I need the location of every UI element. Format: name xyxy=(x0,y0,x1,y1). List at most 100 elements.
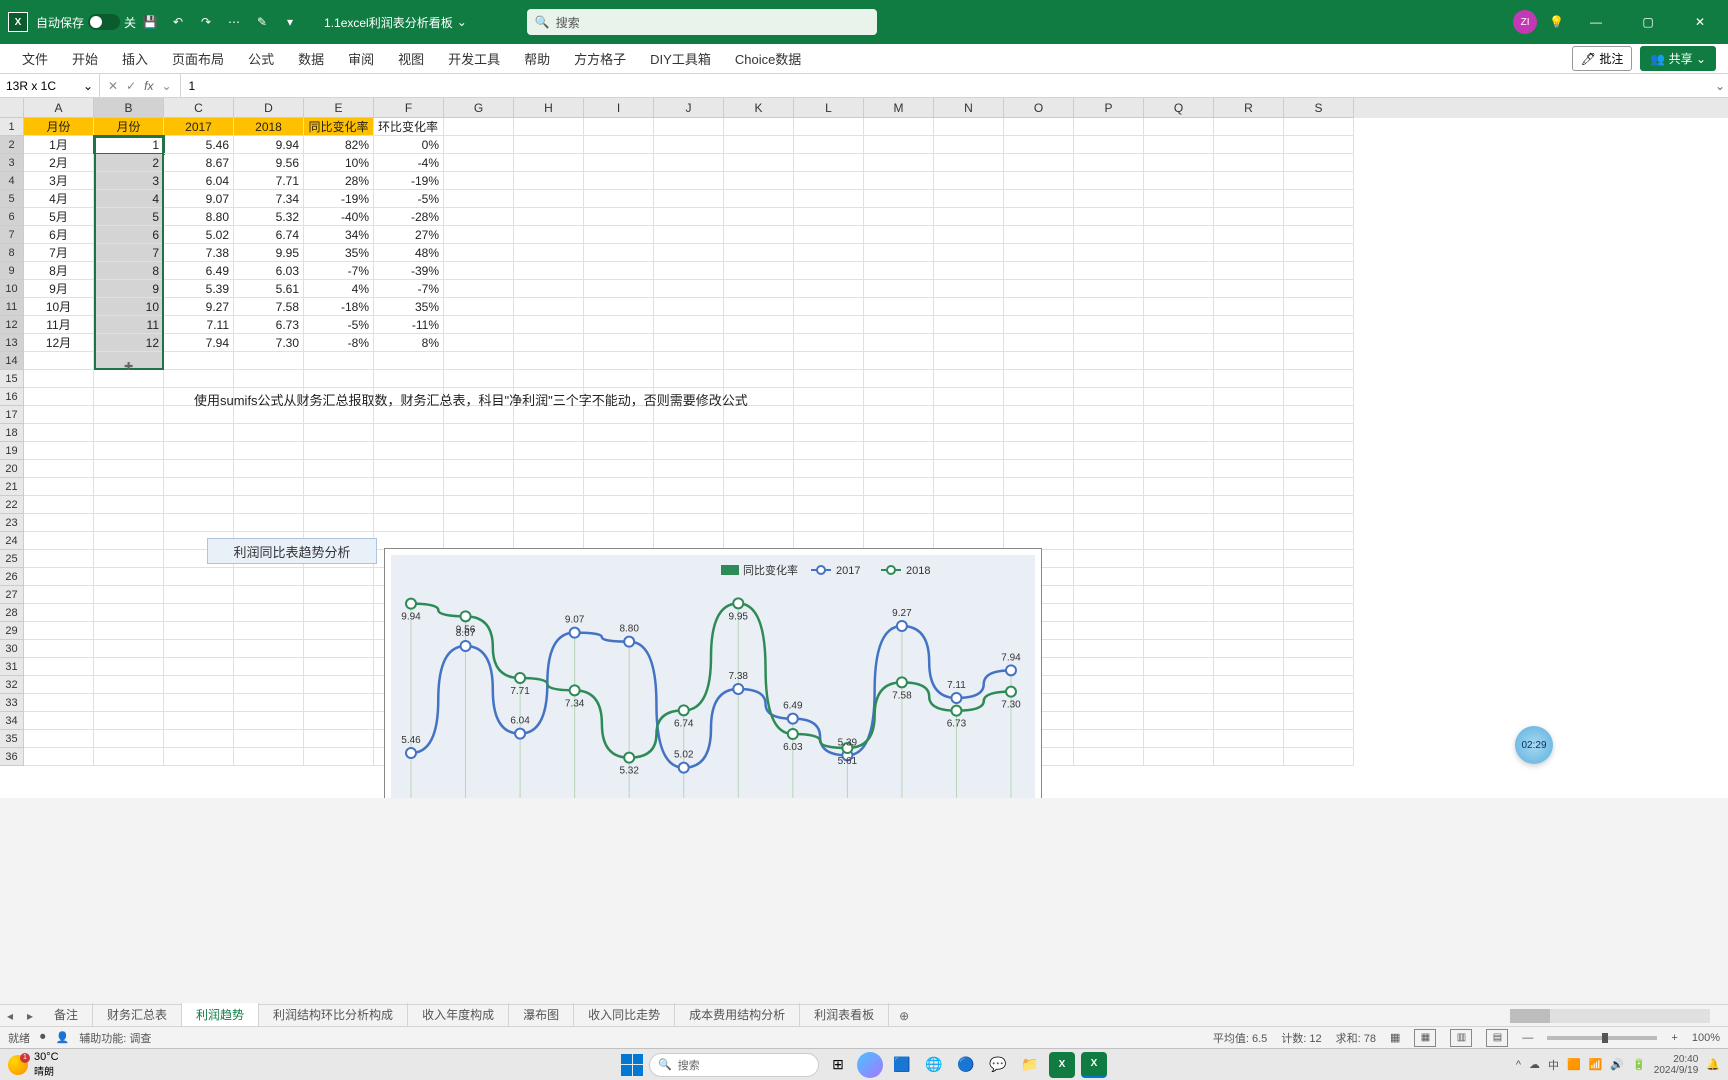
cell[interactable] xyxy=(164,622,234,640)
cell[interactable]: -40% xyxy=(304,208,374,226)
cell[interactable] xyxy=(1214,496,1284,514)
cell[interactable] xyxy=(94,604,164,622)
col-header-L[interactable]: L xyxy=(794,98,864,118)
cell[interactable] xyxy=(304,640,374,658)
cell[interactable] xyxy=(444,172,514,190)
cell[interactable] xyxy=(304,712,374,730)
cell[interactable] xyxy=(1074,352,1144,370)
cell[interactable]: 5.02 xyxy=(164,226,234,244)
cell[interactable] xyxy=(1074,604,1144,622)
ribbon-tab-数据[interactable]: 数据 xyxy=(288,45,334,72)
cell[interactable] xyxy=(724,118,794,136)
ribbon-tab-开始[interactable]: 开始 xyxy=(62,45,108,72)
cell[interactable] xyxy=(584,478,654,496)
cell[interactable] xyxy=(234,568,304,586)
cell[interactable] xyxy=(1004,136,1074,154)
row-header-7[interactable]: 7 xyxy=(0,226,24,244)
cell[interactable] xyxy=(794,226,864,244)
cell[interactable] xyxy=(1074,550,1144,568)
row-header-3[interactable]: 3 xyxy=(0,154,24,172)
ribbon-tab-审阅[interactable]: 审阅 xyxy=(338,45,384,72)
cell[interactable] xyxy=(864,334,934,352)
cell[interactable] xyxy=(1214,406,1284,424)
cell[interactable] xyxy=(24,514,94,532)
cell[interactable]: -5% xyxy=(304,316,374,334)
cell[interactable] xyxy=(24,370,94,388)
col-header-A[interactable]: A xyxy=(24,98,94,118)
cell[interactable] xyxy=(164,424,234,442)
cell[interactable] xyxy=(24,388,94,406)
cell[interactable] xyxy=(794,424,864,442)
cell[interactable] xyxy=(164,586,234,604)
ribbon-tab-插入[interactable]: 插入 xyxy=(112,45,158,72)
cell[interactable] xyxy=(1214,478,1284,496)
cell[interactable] xyxy=(1284,460,1354,478)
cell[interactable] xyxy=(654,496,724,514)
close-button[interactable]: ✕ xyxy=(1680,0,1720,44)
cell[interactable] xyxy=(584,298,654,316)
cell[interactable] xyxy=(24,748,94,766)
cell[interactable] xyxy=(794,298,864,316)
cell[interactable] xyxy=(934,514,1004,532)
cell[interactable] xyxy=(1074,172,1144,190)
cell[interactable] xyxy=(1144,550,1214,568)
copilot-icon[interactable] xyxy=(857,1052,883,1078)
cell[interactable]: 环比变化率 xyxy=(374,118,444,136)
cell[interactable]: 6.04 xyxy=(164,172,234,190)
chat-icon[interactable]: 💬 xyxy=(985,1052,1011,1078)
cell[interactable] xyxy=(584,496,654,514)
cell[interactable]: 9.95 xyxy=(234,244,304,262)
cell[interactable] xyxy=(1144,190,1214,208)
cell[interactable] xyxy=(444,118,514,136)
cell[interactable] xyxy=(724,352,794,370)
cell[interactable] xyxy=(1284,568,1354,586)
excel-taskbar-icon[interactable]: X xyxy=(1049,1052,1075,1078)
search-input[interactable]: 🔍 搜索 xyxy=(527,9,877,35)
app-tray-icon[interactable]: 🟧 xyxy=(1567,1058,1581,1071)
cell[interactable] xyxy=(24,694,94,712)
cell[interactable] xyxy=(654,154,724,172)
cell[interactable] xyxy=(304,658,374,676)
cell[interactable] xyxy=(864,190,934,208)
cell[interactable]: -39% xyxy=(374,262,444,280)
cell[interactable]: 2018 xyxy=(234,118,304,136)
cell[interactable] xyxy=(794,478,864,496)
row-header-23[interactable]: 23 xyxy=(0,514,24,532)
row-headers[interactable]: 1234567891011121314151617181920212223242… xyxy=(0,118,24,766)
cell[interactable] xyxy=(234,370,304,388)
col-header-C[interactable]: C xyxy=(164,98,234,118)
cell[interactable]: 28% xyxy=(304,172,374,190)
cell[interactable] xyxy=(584,118,654,136)
cell[interactable] xyxy=(1284,748,1354,766)
cell[interactable]: 10% xyxy=(304,154,374,172)
cell[interactable] xyxy=(1284,514,1354,532)
cell[interactable] xyxy=(444,208,514,226)
cell[interactable] xyxy=(24,712,94,730)
cell[interactable] xyxy=(1284,172,1354,190)
cell[interactable] xyxy=(584,262,654,280)
cell[interactable] xyxy=(1004,442,1074,460)
cell[interactable]: 11月 xyxy=(24,316,94,334)
cell[interactable] xyxy=(94,406,164,424)
cell[interactable] xyxy=(514,478,584,496)
cell[interactable] xyxy=(1144,388,1214,406)
cell[interactable] xyxy=(1284,658,1354,676)
battery-icon[interactable]: 🔋 xyxy=(1632,1058,1646,1071)
user-avatar[interactable]: ZI xyxy=(1513,10,1537,34)
cell[interactable]: 4 xyxy=(94,190,164,208)
cell[interactable] xyxy=(94,658,164,676)
cell[interactable] xyxy=(1214,568,1284,586)
cell[interactable] xyxy=(934,172,1004,190)
cell[interactable]: 27% xyxy=(374,226,444,244)
cell[interactable] xyxy=(724,298,794,316)
cell[interactable] xyxy=(1074,622,1144,640)
cell[interactable]: 6.49 xyxy=(164,262,234,280)
cell[interactable] xyxy=(1284,730,1354,748)
cell[interactable] xyxy=(24,442,94,460)
ribbon-tab-文件[interactable]: 文件 xyxy=(12,45,58,72)
cell[interactable]: 2月 xyxy=(24,154,94,172)
cell[interactable] xyxy=(864,280,934,298)
cell[interactable] xyxy=(1074,154,1144,172)
cell[interactable]: 7.30 xyxy=(234,334,304,352)
cell[interactable] xyxy=(724,460,794,478)
